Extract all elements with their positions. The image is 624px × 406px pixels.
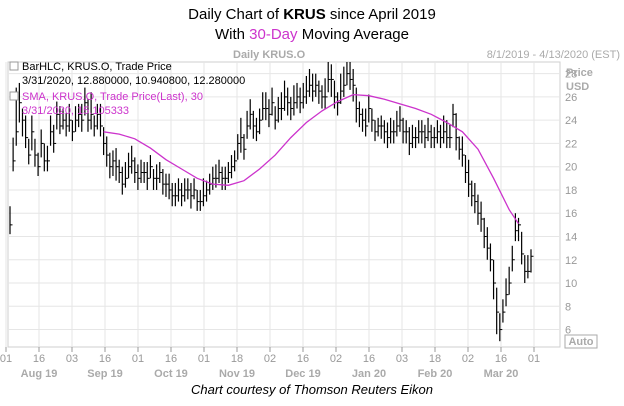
x-tick-label: 16 [99,353,111,365]
legend-label: BarHLC, KRUS.O, Trade Price [22,61,172,73]
x-tick-label: 16 [495,353,507,365]
x-tick-label: 18 [429,353,441,365]
legend-values: 3/31/2020, 12.880000, 10.940800, 12.2800… [22,75,245,87]
y-tick-label: 24 [565,115,577,127]
legend-swatch [9,91,19,101]
x-month-label: Dec 19 [285,368,320,380]
x-tick-label: 01 [0,353,12,365]
y-tick-label: 8 [565,301,571,313]
y-axis-label-price: Price [566,67,593,79]
y-tick-label: 18 [565,185,577,197]
chart-caption: Chart courtesy of Thomson Reuters Eikon [190,382,434,397]
y-tick-label: 20 [565,162,577,174]
x-month-label: Jan 20 [352,368,386,380]
chart-subtitle: With 30-Day Moving Average [215,26,409,43]
legend-swatch [9,61,19,71]
date-range-label: 8/1/2019 - 4/13/2020 (EST) [487,49,620,61]
x-tick-label: 16 [165,353,177,365]
x-tick-label: 02 [462,353,474,365]
x-tick-label: 16 [363,353,375,365]
y-axis-label-usd: USD [566,81,589,93]
x-month-label: Aug 19 [21,368,58,380]
x-tick-label: 02 [264,353,276,365]
y-tick-label: 26 [565,92,577,104]
legend-label: SMA, KRUS.O, Trade Price(Last), 30 [22,91,203,103]
y-tick-label: 10 [565,278,577,290]
x-tick-label: 01 [132,353,144,365]
sma-line [103,93,520,225]
auto-scale-label: Auto [568,336,593,348]
x-tick-label: 02 [330,353,342,365]
y-tick-label: 28 [565,69,577,81]
y-tick-label: 22 [565,138,577,150]
x-tick-label: 18 [231,353,243,365]
chart-title: Daily Chart of KRUS since April 2019 [188,6,436,23]
x-tick-label: 01 [198,353,210,365]
x-month-label: Feb 20 [418,368,453,380]
x-tick-label: 16 [33,353,45,365]
x-tick-label: 03 [396,353,408,365]
x-tick-label: 16 [297,353,309,365]
subtitle-accent: 30-Day [249,26,298,43]
x-month-label: Oct 19 [154,368,188,380]
y-tick-label: 14 [565,231,577,243]
auto-scale-box [564,334,598,349]
y-tick-label: 12 [565,255,577,267]
legend-values: 3/31/2020, 15.105333 [22,105,129,117]
x-month-label: Mar 20 [484,368,519,380]
y-tick-label: 16 [565,208,577,220]
x-month-label: Nov 19 [219,368,255,380]
x-tick-label: 03 [66,353,78,365]
x-month-label: Sep 19 [87,368,122,380]
panel-title: Daily KRUS.O [233,49,306,61]
x-tick-label: 01 [528,353,540,365]
y-tick-label: 6 [565,325,571,337]
